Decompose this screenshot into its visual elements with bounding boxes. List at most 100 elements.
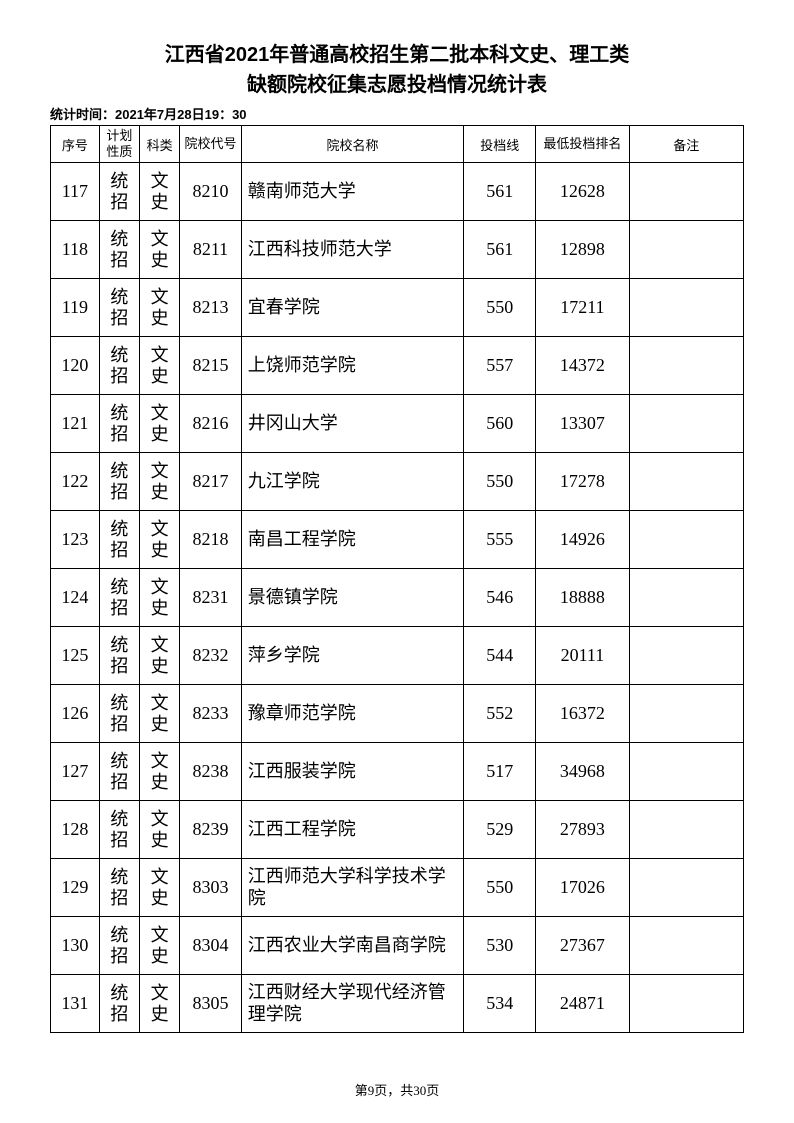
cell-name: 江西农业大学南昌商学院: [241, 917, 464, 975]
cell-name: 江西科技师范大学: [241, 221, 464, 279]
cell-plan: 统招: [99, 511, 139, 569]
timestamp-label: 统计时间：2021年7月28日19：30: [50, 104, 744, 123]
cell-plan: 统招: [99, 801, 139, 859]
cell-rank: 17026: [536, 859, 629, 917]
cell-note: [629, 859, 743, 917]
cell-seq: 125: [51, 627, 100, 685]
header-name: 院校名称: [241, 126, 464, 163]
header-subject: 科类: [140, 126, 180, 163]
cell-rank: 16372: [536, 685, 629, 743]
cell-name: 景德镇学院: [241, 569, 464, 627]
cell-subject: 文史: [140, 453, 180, 511]
cell-score: 544: [464, 627, 536, 685]
table-row: 126统招文史8233豫章师范学院55216372: [51, 685, 744, 743]
cell-seq: 117: [51, 163, 100, 221]
cell-subject: 文史: [140, 917, 180, 975]
cell-seq: 127: [51, 743, 100, 801]
cell-name: 南昌工程学院: [241, 511, 464, 569]
data-table: 序号 计划性质 科类 院校代号 院校名称 投档线 最低投档排名 备注 117统招…: [50, 125, 744, 1033]
cell-subject: 文史: [140, 279, 180, 337]
header-seq: 序号: [51, 126, 100, 163]
cell-score: 552: [464, 685, 536, 743]
cell-subject: 文史: [140, 627, 180, 685]
table-row: 121统招文史8216井冈山大学56013307: [51, 395, 744, 453]
cell-name: 上饶师范学院: [241, 337, 464, 395]
title-line-1: 江西省2021年普通高校招生第二批本科文史、理工类: [165, 44, 630, 66]
table-row: 122统招文史8217九江学院55017278: [51, 453, 744, 511]
table-row: 130统招文史8304江西农业大学南昌商学院53027367: [51, 917, 744, 975]
cell-seq: 126: [51, 685, 100, 743]
table-row: 118统招文史8211江西科技师范大学56112898: [51, 221, 744, 279]
cell-note: [629, 511, 743, 569]
cell-rank: 12898: [536, 221, 629, 279]
cell-seq: 129: [51, 859, 100, 917]
cell-plan: 统招: [99, 395, 139, 453]
table-row: 120统招文史8215上饶师范学院55714372: [51, 337, 744, 395]
cell-seq: 119: [51, 279, 100, 337]
cell-code: 8239: [180, 801, 241, 859]
cell-code: 8213: [180, 279, 241, 337]
cell-note: [629, 453, 743, 511]
cell-rank: 14926: [536, 511, 629, 569]
cell-score: 546: [464, 569, 536, 627]
cell-note: [629, 395, 743, 453]
table-row: 125统招文史8232萍乡学院54420111: [51, 627, 744, 685]
cell-subject: 文史: [140, 743, 180, 801]
cell-note: [629, 975, 743, 1033]
cell-name: 宜春学院: [241, 279, 464, 337]
cell-plan: 统招: [99, 743, 139, 801]
cell-code: 8216: [180, 395, 241, 453]
cell-rank: 34968: [536, 743, 629, 801]
cell-code: 8217: [180, 453, 241, 511]
cell-note: [629, 569, 743, 627]
table-row: 127统招文史8238江西服装学院51734968: [51, 743, 744, 801]
cell-seq: 124: [51, 569, 100, 627]
cell-subject: 文史: [140, 163, 180, 221]
cell-subject: 文史: [140, 221, 180, 279]
table-row: 123统招文史8218南昌工程学院55514926: [51, 511, 744, 569]
cell-score: 555: [464, 511, 536, 569]
cell-plan: 统招: [99, 163, 139, 221]
cell-seq: 130: [51, 917, 100, 975]
cell-name: 江西财经大学现代经济管理学院: [241, 975, 464, 1033]
cell-note: [629, 337, 743, 395]
cell-plan: 统招: [99, 221, 139, 279]
cell-rank: 13307: [536, 395, 629, 453]
cell-rank: 12628: [536, 163, 629, 221]
cell-seq: 121: [51, 395, 100, 453]
cell-plan: 统招: [99, 627, 139, 685]
cell-subject: 文史: [140, 337, 180, 395]
cell-name: 赣南师范大学: [241, 163, 464, 221]
cell-code: 8218: [180, 511, 241, 569]
cell-note: [629, 917, 743, 975]
cell-note: [629, 743, 743, 801]
cell-subject: 文史: [140, 511, 180, 569]
cell-seq: 122: [51, 453, 100, 511]
cell-seq: 131: [51, 975, 100, 1033]
cell-rank: 17211: [536, 279, 629, 337]
cell-note: [629, 279, 743, 337]
page-footer: 第9页，共30页: [0, 1080, 794, 1099]
cell-note: [629, 163, 743, 221]
cell-score: 550: [464, 859, 536, 917]
cell-name: 江西服装学院: [241, 743, 464, 801]
cell-name: 萍乡学院: [241, 627, 464, 685]
cell-score: 560: [464, 395, 536, 453]
header-score: 投档线: [464, 126, 536, 163]
cell-code: 8215: [180, 337, 241, 395]
cell-plan: 统招: [99, 975, 139, 1033]
cell-code: 8210: [180, 163, 241, 221]
cell-subject: 文史: [140, 569, 180, 627]
cell-seq: 128: [51, 801, 100, 859]
cell-name: 九江学院: [241, 453, 464, 511]
cell-code: 8304: [180, 917, 241, 975]
cell-subject: 文史: [140, 685, 180, 743]
cell-score: 561: [464, 221, 536, 279]
cell-code: 8233: [180, 685, 241, 743]
table-header-row: 序号 计划性质 科类 院校代号 院校名称 投档线 最低投档排名 备注: [51, 126, 744, 163]
cell-seq: 120: [51, 337, 100, 395]
cell-plan: 统招: [99, 279, 139, 337]
header-code: 院校代号: [180, 126, 241, 163]
cell-code: 8305: [180, 975, 241, 1033]
cell-score: 534: [464, 975, 536, 1033]
